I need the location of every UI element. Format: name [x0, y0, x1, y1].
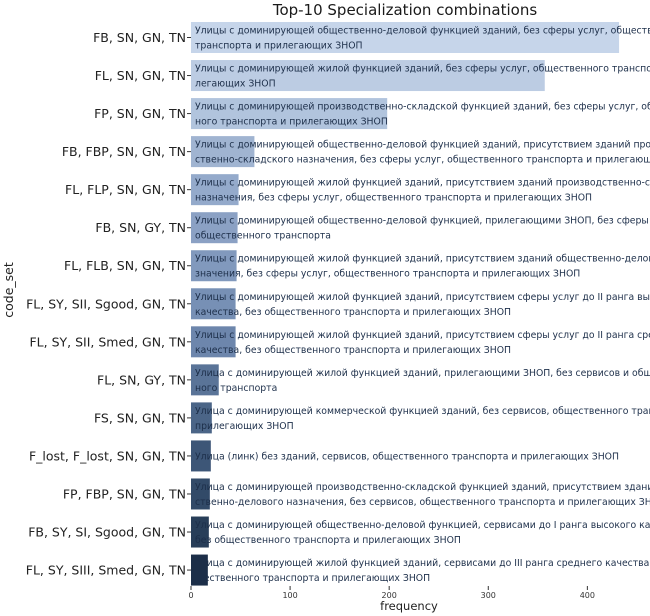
- y-tick-label: FB, FBP, SN, GN, TN: [62, 144, 186, 159]
- x-tick-label: 200: [382, 591, 397, 600]
- y-tick-label: FS, SN, GN, TN: [94, 410, 186, 425]
- bar-annotation: ного транспорта и прилегающих ЗНОП: [195, 117, 388, 128]
- bar: [191, 478, 210, 510]
- bar-annotation: Улица (линк) без зданий, сервисов, общес…: [195, 451, 619, 462]
- bar: [191, 364, 219, 396]
- y-tick-label: FL, SY, SIII, Smed, GN, TN: [26, 563, 186, 578]
- bar: [191, 440, 211, 472]
- bar: [191, 22, 620, 53]
- bar-annotation: Улица с доминирующей жилой функцией здан…: [195, 368, 650, 379]
- bar-annotation: ственно-делового назначения, без сервисо…: [195, 497, 650, 508]
- bar: [191, 136, 255, 168]
- bar-annotation: значения, без сферы услуг, общественного…: [195, 269, 580, 280]
- chart-title: Top-10 Specialization combinations: [272, 1, 538, 19]
- bar-annotation: ного транспорта: [195, 383, 277, 394]
- y-tick-label: FL, SY, SII, Smed, GN, TN: [29, 334, 186, 349]
- x-tick-label: 300: [481, 591, 496, 600]
- y-tick-label: FP, SN, GN, TN: [94, 106, 186, 121]
- bar-annotation: Улицы с доминирующей жилой функцией здан…: [195, 64, 650, 75]
- bar-annotation: Улицы с доминирующей производственно-скл…: [195, 102, 650, 113]
- bar-annotation: легающих ЗНОП: [195, 79, 276, 90]
- bar: [191, 212, 238, 244]
- bar-annotation: назначения, без сферы услуг, общественно…: [195, 193, 592, 204]
- y-tick-label: FP, FBP, SN, GN, TN: [63, 486, 186, 501]
- bar: [191, 554, 208, 586]
- bar-annotation: Улица с доминирующей производственно-скл…: [195, 482, 650, 493]
- bar-annotation: Улицы с доминирующей общественно-деловой…: [195, 26, 650, 37]
- x-axis: 0 100 200 300 400: [188, 586, 595, 600]
- y-tick-label: F_lost, F_lost, SN, GN, TN: [29, 448, 186, 463]
- bar-annotation: качества, без общественного транспорта и…: [195, 307, 511, 318]
- bar: [191, 250, 237, 282]
- x-axis-label: frequency: [380, 599, 438, 613]
- bar-annotation: Улицы с доминирующей жилой функцией здан…: [195, 330, 650, 341]
- x-tick-label: 400: [580, 591, 595, 600]
- bars-layer: FB, SN, GN, TN Улицы с доминирующей общес…: [26, 22, 650, 586]
- y-tick-label: FB, SN, GN, TN: [93, 30, 186, 45]
- bar-annotation: Улицы с доминирующей жилой функцией здан…: [195, 292, 650, 303]
- bar: [191, 174, 239, 206]
- y-tick-label: FL, SY, SII, Sgood, GN, TN: [26, 296, 186, 311]
- bar: [191, 326, 236, 358]
- bar-annotation: Улицы с доминирующей жилой функцией здан…: [195, 254, 650, 265]
- y-tick-label: FL, SN, GN, TN: [95, 68, 186, 83]
- y-tick-label: FB, SN, GY, TN: [95, 220, 186, 235]
- bar-annotation: Улица с доминирующей жилой функцией здан…: [195, 558, 650, 569]
- bar-annotation: прилегающих ЗНОП: [195, 421, 294, 432]
- bar-annotation: ственно-складского назначения, без сферы…: [195, 155, 650, 166]
- y-tick-label: FL, SN, GY, TN: [97, 372, 186, 387]
- bar: [191, 516, 209, 548]
- y-axis-label: code_set: [1, 262, 16, 318]
- bar: [191, 288, 236, 320]
- bar-annotation: Улица с доминирующей коммерческой функци…: [195, 406, 650, 417]
- x-tick-label: 0: [188, 591, 193, 600]
- bar-annotation: транспорта и прилегающих ЗНОП: [195, 41, 363, 52]
- y-tick-label: FL, FLP, SN, GN, TN: [65, 182, 186, 197]
- bar-annotation: общественного транспорта: [195, 231, 331, 242]
- bar-annotation: Улицы с доминирующей общественно-деловой…: [195, 216, 650, 227]
- y-tick-label: FB, SY, SI, Sgood, GN, TN: [28, 525, 186, 540]
- x-tick-label: 100: [282, 591, 297, 600]
- bar: [191, 60, 545, 92]
- y-tick-label: FL, FLB, SN, GN, TN: [64, 258, 186, 273]
- bar-annotation: Улицы с доминирующей общественно-деловой…: [195, 140, 650, 151]
- bar: [191, 98, 388, 130]
- bar-annotation: Улица с доминирующей общественно-деловой…: [195, 520, 650, 531]
- bar: [191, 402, 212, 434]
- bar-annotation: щественного транспорта и прилегающих ЗНО…: [195, 573, 430, 584]
- bar-annotation: качества, без общественного транспорта и…: [195, 345, 511, 356]
- bar-annotation: без общественного транспорта и прилегающ…: [195, 535, 461, 546]
- bar-annotation: Улицы с доминирующей жилой функцией здан…: [195, 178, 650, 189]
